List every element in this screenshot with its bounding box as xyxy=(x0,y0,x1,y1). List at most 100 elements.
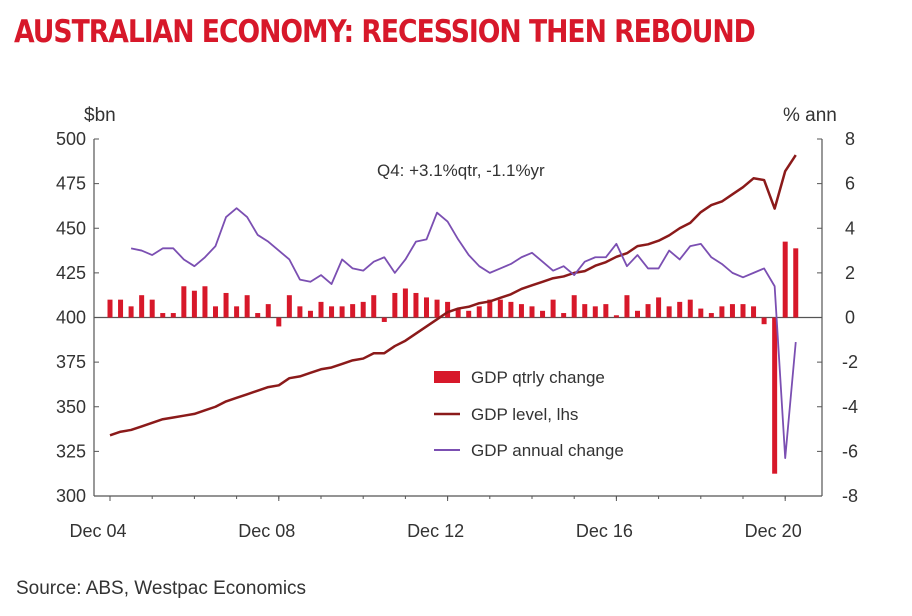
bar-qtrly-change xyxy=(213,306,218,318)
bar-qtrly-change xyxy=(466,310,472,318)
left-axis-tick-label: 300 xyxy=(56,486,86,506)
bar-qtrly-change xyxy=(582,304,588,318)
chart-title: AUSTRALIAN ECONOMY: RECESSION THEN REBOU… xyxy=(14,14,756,50)
bar-qtrly-change xyxy=(360,301,366,318)
right-axis-tick-label: -4 xyxy=(842,397,858,417)
bar-qtrly-change xyxy=(202,286,208,318)
bar-qtrly-change xyxy=(518,304,524,318)
bar-qtrly-change xyxy=(761,317,767,325)
left-axis-tick-label: 475 xyxy=(56,174,86,194)
bar-qtrly-change xyxy=(244,295,250,318)
bar-qtrly-change xyxy=(782,241,788,318)
bar-qtrly-change xyxy=(170,313,176,318)
bar-qtrly-change xyxy=(413,292,419,318)
left-axis-tick-label: 425 xyxy=(56,263,86,283)
bar-qtrly-change xyxy=(118,299,124,318)
bar-qtrly-change xyxy=(350,304,356,318)
right-axis-tick-label: -6 xyxy=(842,441,858,461)
line-gdp-level xyxy=(109,154,797,437)
right-axis-tick-label: 0 xyxy=(845,308,855,328)
bar-qtrly-change xyxy=(729,304,735,318)
left-axis-tick-label: 400 xyxy=(56,308,86,328)
bar-qtrly-change xyxy=(793,248,799,318)
bar-qtrly-change xyxy=(508,301,514,318)
source-note: Source: ABS, Westpac Economics xyxy=(16,578,307,599)
left-axis-tick-label: 350 xyxy=(56,397,86,417)
right-axis-tick-label: -8 xyxy=(842,486,858,506)
x-axis-tick-label: Dec 20 xyxy=(745,521,802,541)
x-axis-tick-label: Dec 12 xyxy=(407,521,464,541)
bar-qtrly-change xyxy=(751,306,757,318)
bar-qtrly-change xyxy=(571,295,577,318)
legend-label-level: GDP level, lhs xyxy=(471,405,578,424)
bar-qtrly-change xyxy=(181,286,187,318)
right-axis-tick-label: 6 xyxy=(845,174,855,194)
bar-qtrly-change xyxy=(635,310,640,318)
bar-qtrly-change xyxy=(687,299,693,318)
bar-qtrly-change xyxy=(371,295,377,318)
chart-annotation: Q4: +3.1%qtr, -1.1%yr xyxy=(377,161,545,180)
left-axis-tick-label: 500 xyxy=(56,129,86,149)
bar-qtrly-change xyxy=(297,306,303,318)
bar-qtrly-change xyxy=(561,313,567,318)
bar-qtrly-change xyxy=(772,317,778,474)
bar-qtrly-change xyxy=(698,308,704,318)
bar-qtrly-change xyxy=(160,313,166,318)
line-gdp-annual-change xyxy=(130,207,797,459)
bar-qtrly-change xyxy=(550,299,556,318)
bar-qtrly-change xyxy=(592,306,598,318)
left-axis-unit-label: $bn xyxy=(84,105,116,126)
bar-qtrly-change xyxy=(656,297,662,318)
x-axis-tick-label: Dec 08 xyxy=(238,521,295,541)
bar-qtrly-change xyxy=(107,299,113,318)
legend-swatch-qtrly xyxy=(434,371,460,383)
bar-qtrly-change xyxy=(392,292,398,318)
bar-qtrly-change xyxy=(476,306,482,318)
legend-label-qtrly: GDP qtrly change xyxy=(471,368,605,387)
right-axis-unit-label: % ann xyxy=(783,105,837,126)
bar-qtrly-change xyxy=(139,295,145,318)
bar-qtrly-change xyxy=(497,299,503,318)
bar-qtrly-change xyxy=(223,292,229,318)
x-axis-tick-label: Dec 16 xyxy=(576,521,633,541)
right-axis-tick-label: 8 xyxy=(845,129,855,149)
bar-qtrly-change xyxy=(740,304,746,318)
left-axis-tick-label: 325 xyxy=(56,441,86,461)
bar-qtrly-change xyxy=(286,295,292,318)
legend: GDP qtrly change GDP level, lhs GDP annu… xyxy=(434,368,624,460)
bar-qtrly-change xyxy=(276,317,282,327)
legend-label-annual: GDP annual change xyxy=(471,441,624,460)
bar-qtrly-change xyxy=(624,295,630,318)
bar-qtrly-change xyxy=(719,306,725,318)
bar-qtrly-change xyxy=(255,313,261,318)
bar-qtrly-change xyxy=(402,288,408,318)
bar-qtrly-change xyxy=(339,306,345,318)
bar-qtrly-change xyxy=(529,306,535,318)
bar-qtrly-change xyxy=(540,310,546,318)
x-axis-tick-label: Dec 04 xyxy=(69,521,126,541)
bar-qtrly-change xyxy=(265,304,271,318)
bar-qtrly-change xyxy=(666,306,672,318)
bar-qtrly-change xyxy=(381,317,387,322)
left-axis-tick-label: 375 xyxy=(56,352,86,372)
plot-area: 300 325 350 375 400 425 450 475 500 -8 -6 -4 -2 0 2 4 6 8… xyxy=(56,129,858,541)
left-axis-tick-label: 450 xyxy=(56,218,86,238)
bar-qtrly-change xyxy=(445,301,451,318)
bar-qtrly-change xyxy=(645,304,651,318)
bar-qtrly-change xyxy=(487,299,493,318)
right-axis-tick-label: 2 xyxy=(845,263,855,283)
bar-qtrly-change xyxy=(677,301,683,318)
bar-qtrly-change xyxy=(424,297,429,318)
right-axis-tick-label: 4 xyxy=(845,218,855,238)
bar-qtrly-change xyxy=(234,306,240,318)
bar-qtrly-change xyxy=(603,304,609,318)
bar-qtrly-change xyxy=(434,299,440,318)
bar-qtrly-change xyxy=(318,301,324,318)
bar-qtrly-change xyxy=(128,306,134,318)
bar-qtrly-change xyxy=(307,310,313,318)
bar-qtrly-change xyxy=(191,290,197,318)
bar-qtrly-change xyxy=(455,308,461,318)
bar-qtrly-change xyxy=(613,315,619,318)
bar-qtrly-change xyxy=(329,306,335,318)
